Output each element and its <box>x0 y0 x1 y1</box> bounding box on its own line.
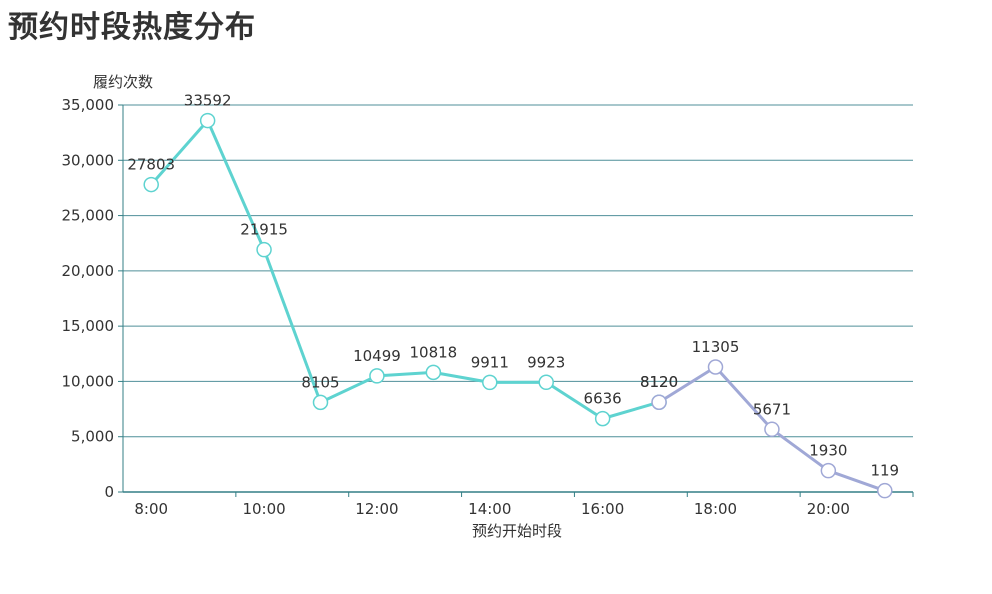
data-label: 33592 <box>184 92 232 110</box>
y-tick-label: 20,000 <box>62 262 115 280</box>
data-point <box>482 374 498 391</box>
data-point <box>764 421 780 438</box>
data-point <box>594 410 611 427</box>
data-point <box>425 364 442 381</box>
data-label: 9911 <box>471 353 509 371</box>
series <box>143 112 893 499</box>
x-tick-label: 10:00 <box>242 500 285 518</box>
x-tick-label: 18:00 <box>694 500 737 518</box>
data-point <box>312 394 329 411</box>
data-label: 119 <box>870 462 899 480</box>
data-label: 5671 <box>753 400 791 418</box>
axes: 0 5,000 10,000 15,000 20,000 25,000 30,000 35,0… <box>62 96 914 518</box>
y-tick-label: 25,000 <box>62 207 115 225</box>
data-point <box>538 374 554 391</box>
y-tick-label: 0 <box>104 483 114 501</box>
data-label: 1930 <box>809 442 847 460</box>
data-point <box>369 368 385 384</box>
data-label: 10499 <box>353 347 401 365</box>
y-tick-label: 35,000 <box>62 96 115 114</box>
data-point <box>651 394 667 410</box>
x-tick-label: 8:00 <box>134 500 168 518</box>
y-tick-label: 5,000 <box>71 428 114 446</box>
y-tick-label: 30,000 <box>62 151 115 169</box>
data-point <box>199 112 216 129</box>
page-title: 预约时段热度分布 <box>8 10 256 45</box>
data-labels: 27803 33592 21915 8105 10499 10818 9911 9923 663… <box>127 92 899 480</box>
x-axis-title: 预约开始时段 <box>472 522 562 540</box>
data-label: 27803 <box>127 156 175 174</box>
y-tick-label: 10,000 <box>62 372 115 390</box>
data-label: 21915 <box>240 221 288 239</box>
x-tick-label: 20:00 <box>807 500 850 518</box>
data-label: 8120 <box>640 373 678 391</box>
grid-lines <box>123 104 913 438</box>
x-tick-label: 12:00 <box>355 500 398 518</box>
data-label: 8105 <box>301 373 339 391</box>
data-label: 11305 <box>692 338 740 356</box>
data-label: 9923 <box>527 353 565 371</box>
series-line <box>150 119 660 421</box>
y-axis-title: 履约次数 <box>93 73 153 91</box>
data-label: 6636 <box>584 390 622 408</box>
data-point <box>820 462 837 479</box>
x-tick-label: 14:00 <box>468 500 511 518</box>
x-tick-label: 16:00 <box>581 500 624 518</box>
data-label: 8120 <box>640 373 678 391</box>
data-point <box>143 176 159 193</box>
data-point <box>256 241 272 258</box>
data-label: 10818 <box>409 343 457 361</box>
y-tick-label: 15,000 <box>62 317 115 335</box>
data-point <box>877 482 893 499</box>
data-point <box>707 359 724 375</box>
